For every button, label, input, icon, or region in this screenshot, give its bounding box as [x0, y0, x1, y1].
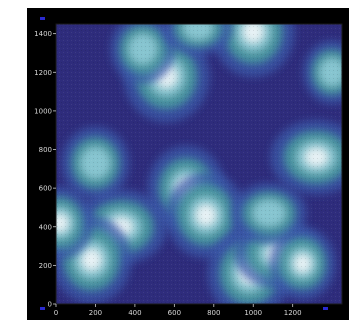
x-tick-label: 200 [89, 309, 102, 317]
heatmap-figure: 0 200 400 600 800 1000 1200 0 200 400 600 800 1000 1… [27, 8, 349, 320]
corner-mark-bottom-right [323, 307, 328, 310]
x-tick-label: 800 [207, 309, 220, 317]
texture-overlay [56, 24, 342, 304]
y-tick-label: 1000 [34, 107, 52, 115]
y-tick-label: 800 [39, 146, 52, 154]
corner-mark-bottom-left [40, 307, 45, 310]
y-tick-label: 400 [39, 223, 52, 231]
heatmap-chart: 0 200 400 600 800 1000 1200 0 200 400 600 800 1000 1… [34, 17, 343, 317]
y-tick-label: 600 [39, 185, 52, 193]
x-axis: 0 200 400 600 800 1000 1200 [54, 304, 302, 317]
x-tick-label: 0 [54, 309, 58, 317]
y-tick-label: 1200 [34, 69, 52, 77]
y-tick-label: 200 [39, 262, 52, 270]
x-tick-label: 1000 [244, 309, 262, 317]
corner-mark-top-left [40, 17, 45, 20]
x-tick-label: 400 [128, 309, 141, 317]
y-axis: 0 200 400 600 800 1000 1200 1400 [34, 30, 56, 309]
y-tick-label: 0 [48, 301, 52, 309]
x-tick-label: 1200 [284, 309, 302, 317]
y-tick-label: 1400 [34, 30, 52, 38]
plot-border [55, 23, 343, 305]
x-tick-label: 600 [168, 309, 181, 317]
